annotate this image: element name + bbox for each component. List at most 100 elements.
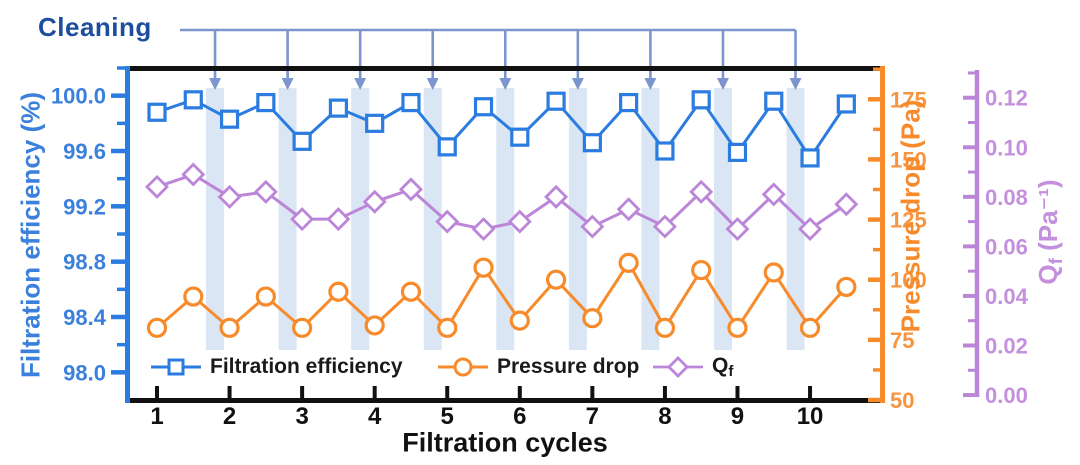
left-axis-title: Filtration efficiency (%)	[15, 91, 46, 379]
cleaning-arrow-head	[209, 78, 222, 90]
legend-label-filtration-efficiency: Filtration efficiency	[210, 355, 403, 378]
axis-left-tick-label: 99.6	[63, 139, 106, 164]
marker-square	[582, 133, 602, 153]
axis-left-tick-label: 98.4	[63, 305, 107, 330]
qf-axis-label-main: Q	[1032, 264, 1063, 285]
axis-far-right-tick-label: 0.04	[985, 284, 1029, 309]
axis-left-tick-label: 98.8	[63, 250, 106, 275]
marker-square	[401, 92, 421, 113]
x-axis-tick-label: 6	[513, 403, 526, 430]
x-axis-tick-label: 1	[150, 403, 163, 430]
legend-marker-square	[151, 358, 201, 376]
marker-diamond	[181, 162, 206, 187]
legend-marker-diamond	[653, 356, 703, 378]
legend-marker-circle	[438, 357, 488, 377]
axis-left-tick-label: 100.0	[51, 84, 106, 109]
marker-diamond	[217, 184, 242, 209]
axis-far-right-tick-label: 0.00	[985, 383, 1028, 408]
marker-circle	[509, 310, 530, 331]
axis-right-tick-label: 100	[890, 268, 927, 293]
marker-diamond	[362, 189, 387, 214]
marker-square	[510, 127, 530, 147]
marker-circle	[146, 317, 168, 338]
marker-diamond	[689, 179, 714, 204]
cleaning-band	[713, 88, 732, 350]
far-right-axis-title: Qf (Pa⁻¹)	[1033, 179, 1067, 284]
marker-square	[328, 98, 348, 118]
marker-circle	[582, 308, 603, 329]
axis-far-right-tick-label: 0.12	[985, 86, 1028, 111]
marker-circle	[292, 317, 313, 338]
axis-far-right-tick-label: 0.10	[985, 135, 1028, 160]
cleaning-arrow-head	[499, 78, 512, 90]
marker-diamond	[616, 197, 641, 222]
qf-axis-label-rest: (Pa⁻¹)	[1032, 179, 1063, 259]
legend-label-pressure-drop: Pressure drop	[497, 355, 640, 378]
marker-diamond	[798, 217, 823, 242]
cleaning-band	[786, 88, 805, 350]
cleaning-band	[568, 88, 587, 350]
marker-diamond	[398, 177, 423, 202]
x-axis-title: Filtration cycles	[402, 427, 608, 458]
cleaning-band	[351, 88, 370, 350]
marker-circle	[437, 317, 458, 338]
axis-right-tick-label: 75	[890, 328, 914, 353]
axis-far-right-tick-label: 0.02	[985, 333, 1028, 358]
cleaning-band	[423, 88, 442, 350]
marker-circle	[799, 317, 821, 338]
cleaning-arrow-head	[426, 78, 439, 90]
marker-diamond	[544, 184, 569, 209]
x-axis-tick-label: 8	[658, 403, 671, 430]
marker-square	[437, 137, 457, 157]
x-axis-tick-label: 10	[797, 403, 824, 430]
marker-square	[619, 92, 639, 113]
marker-square	[365, 113, 385, 133]
marker-diamond	[471, 217, 496, 242]
marker-square	[727, 142, 748, 162]
marker-circle	[328, 281, 349, 302]
legend-item-filtration-efficiency: Filtration efficiency	[150, 354, 403, 380]
marker-circle	[545, 269, 567, 290]
legend-label-qf-main: Q	[712, 353, 729, 377]
marker-circle	[836, 276, 857, 298]
legend-item-pressure-drop: Pressure drop	[437, 354, 639, 380]
marker-circle	[763, 262, 784, 283]
axis-far-right-tick-label: 0.08	[985, 185, 1028, 210]
x-axis-tick-label: 7	[586, 403, 599, 430]
marker-circle	[618, 252, 639, 273]
x-axis-tick-label: 4	[368, 403, 382, 430]
legend-label-qf: Qf	[712, 354, 733, 380]
marker-square	[219, 109, 240, 129]
axis-left-tick-label: 98.0	[63, 360, 106, 385]
marker-circle	[473, 257, 494, 278]
marker-square	[764, 91, 784, 111]
marker-circle	[727, 317, 748, 338]
cleaning-arrow-head	[281, 78, 294, 90]
marker-circle	[654, 317, 676, 338]
cleaning-arrow-head	[716, 78, 729, 90]
marker-circle	[183, 286, 204, 307]
marker-square	[292, 131, 312, 151]
marker-square	[836, 94, 856, 114]
marker-circle	[400, 281, 422, 302]
cleaning-band	[206, 88, 225, 350]
marker-square	[183, 90, 203, 110]
marker-diamond	[834, 192, 859, 217]
right-axis-title: Pressure drop (Pa)	[895, 99, 926, 333]
axis-right-tick-label: 175	[890, 87, 927, 112]
qf-axis-label-sub: f	[1045, 258, 1067, 265]
axis-far-right-tick-label: 0.06	[985, 234, 1028, 259]
marker-diamond	[326, 207, 351, 232]
marker-diamond	[145, 174, 169, 199]
marker-square	[546, 91, 566, 111]
marker-square	[691, 90, 711, 110]
cleaning-arrow-head	[789, 78, 802, 90]
cleaning-label: Cleaning	[38, 12, 152, 42]
marker-circle	[219, 317, 240, 338]
marker-diamond	[652, 214, 677, 239]
axis-right-tick-label: 150	[890, 147, 927, 172]
axis-right-tick-label: 50	[890, 388, 914, 413]
x-axis-tick-label: 5	[441, 403, 454, 430]
marker-square	[473, 97, 494, 117]
